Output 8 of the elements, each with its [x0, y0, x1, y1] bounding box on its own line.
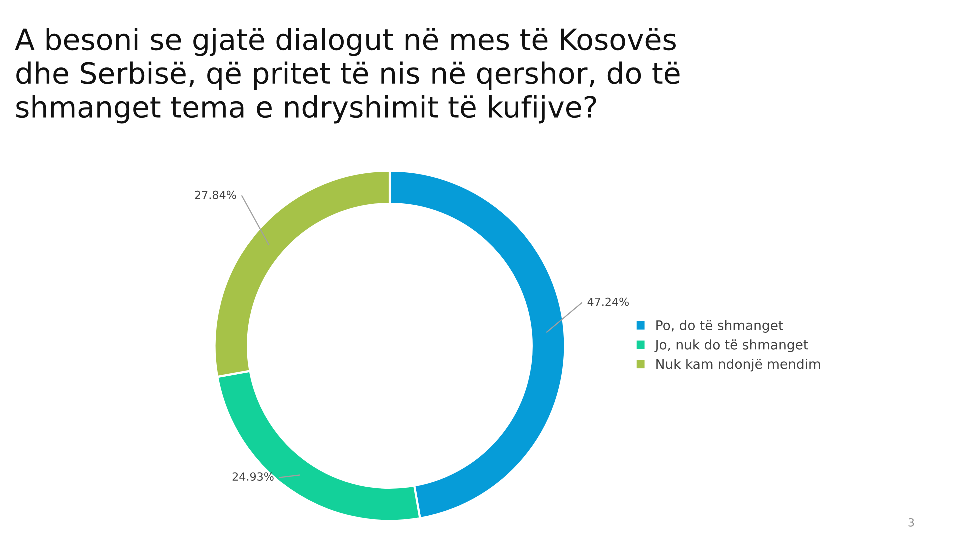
data-label: 24.93% [232, 472, 274, 481]
legend-label: Jo, nuk do të shmanget [654, 340, 808, 352]
legend-label: Po, do të shmanget [656, 320, 784, 334]
legend-label: Nuk kam ndonjë mendim [656, 358, 820, 372]
text: 3 [908, 518, 914, 527]
chart-title: A besoni se gjatë dialogut në mes të Kosovës dhe Serbisë, që pritet të nis në qershor, do të shmanget tema e ndryshimit të kufijve? [15, 28, 680, 124]
data-label: 27.84% [195, 190, 236, 200]
data-label: 47.24% [588, 298, 630, 306]
